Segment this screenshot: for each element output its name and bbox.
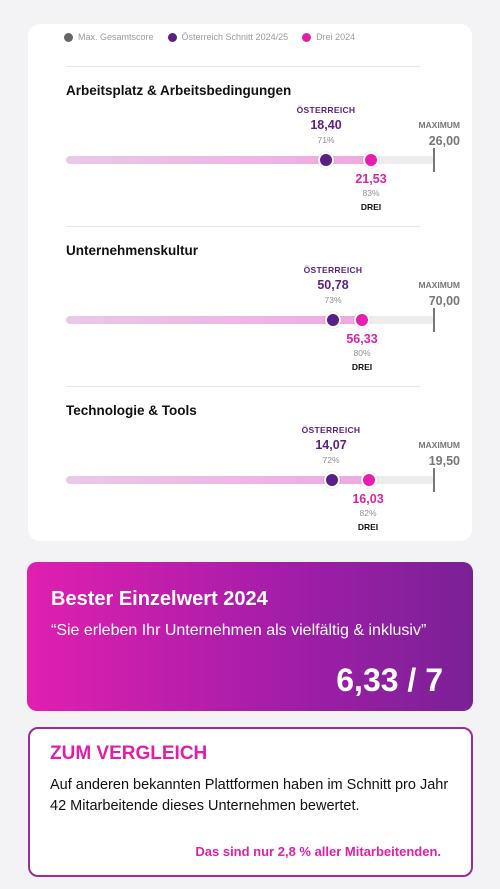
score-fill: [66, 476, 368, 484]
drei-label: DREI: [351, 362, 373, 372]
legend-item-max: Max. Gesamtscore: [64, 32, 154, 42]
maximum-line: [433, 468, 435, 492]
drei-marker: [363, 152, 379, 168]
score-track: [66, 476, 434, 484]
legend-label: Drei 2024: [316, 32, 356, 42]
comparison-box: ZUM VERGLEICH Auf anderen bekannten Plat…: [28, 727, 473, 877]
maximum-label: MAXIMUM: [418, 120, 460, 130]
austria-label: ÖSTERREICH: [301, 425, 361, 435]
legend-label: Österreich Schnitt 2024/25: [181, 32, 289, 42]
maximum-label: MAXIMUM: [418, 280, 460, 290]
maximum-line: [433, 308, 435, 332]
drei-label: DREI: [357, 522, 379, 532]
austria-percent: 72%: [322, 455, 340, 465]
maximum-line: [433, 148, 435, 172]
maximum-value: 26,00: [428, 134, 460, 148]
drei-value: 21,53: [355, 172, 387, 186]
divider: [66, 226, 420, 227]
score-track: [66, 156, 434, 164]
section-title: Technologie & Tools: [66, 403, 197, 418]
drei-percent: 83%: [362, 188, 380, 198]
austria-label: ÖSTERREICH: [303, 265, 363, 275]
comparison-title: ZUM VERGLEICH: [50, 743, 208, 764]
drei-marker: [354, 312, 370, 328]
austria-value: 18,40: [310, 118, 342, 132]
austria-value: 50,78: [317, 278, 349, 292]
divider: [66, 66, 420, 67]
best-score-title: Bester Einzelwert 2024: [51, 588, 268, 610]
divider: [66, 386, 420, 387]
drei-value: 16,03: [352, 492, 384, 506]
maximum-label: MAXIMUM: [418, 440, 460, 450]
legend-dot-icon: [167, 32, 177, 42]
drei-percent: 80%: [353, 348, 371, 358]
best-score-banner: Bester Einzelwert 2024 “Sie erleben Ihr …: [27, 562, 473, 711]
legend-item-drei: Drei 2024: [302, 32, 355, 42]
score-fill: [66, 316, 362, 324]
legend: Max. Gesamtscore Österreich Schnitt 2024…: [64, 32, 355, 42]
austria-marker: [318, 152, 334, 168]
drei-marker: [361, 472, 377, 488]
austria-label: ÖSTERREICH: [296, 105, 356, 115]
legend-dot-icon: [64, 32, 73, 42]
legend-dot-icon: [302, 32, 312, 42]
drei-value: 56,33: [346, 332, 378, 346]
comparison-note: Das sind nur 2,8 % aller Mitarbeitenden.: [195, 844, 441, 859]
best-score-value: 6,33 / 7: [336, 662, 443, 698]
austria-percent: 73%: [324, 295, 342, 305]
comparison-text: Auf anderen bekannten Plattformen haben …: [50, 777, 449, 814]
legend-item-austria: Österreich Schnitt 2024/25: [167, 32, 289, 42]
drei-percent: 82%: [359, 508, 377, 518]
austria-value: 14,07: [315, 438, 347, 452]
score-track: [66, 316, 434, 324]
section-title: Arbeitsplatz & Arbeitsbedingungen: [66, 83, 292, 98]
score-fill: [66, 156, 372, 164]
legend-label: Max. Gesamtscore: [78, 32, 154, 42]
score-card: Max. Gesamtscore Österreich Schnitt 2024…: [28, 24, 472, 541]
maximum-value: 19,50: [428, 454, 460, 468]
austria-marker: [325, 312, 341, 328]
drei-label: DREI: [360, 202, 382, 212]
maximum-value: 70,00: [428, 294, 460, 308]
austria-percent: 71%: [317, 135, 335, 145]
section-title: Unternehmenskultur: [66, 243, 199, 258]
best-score-quote: “Sie erleben Ihr Unternehmen als vielfäl…: [51, 622, 427, 639]
austria-marker: [324, 472, 340, 488]
